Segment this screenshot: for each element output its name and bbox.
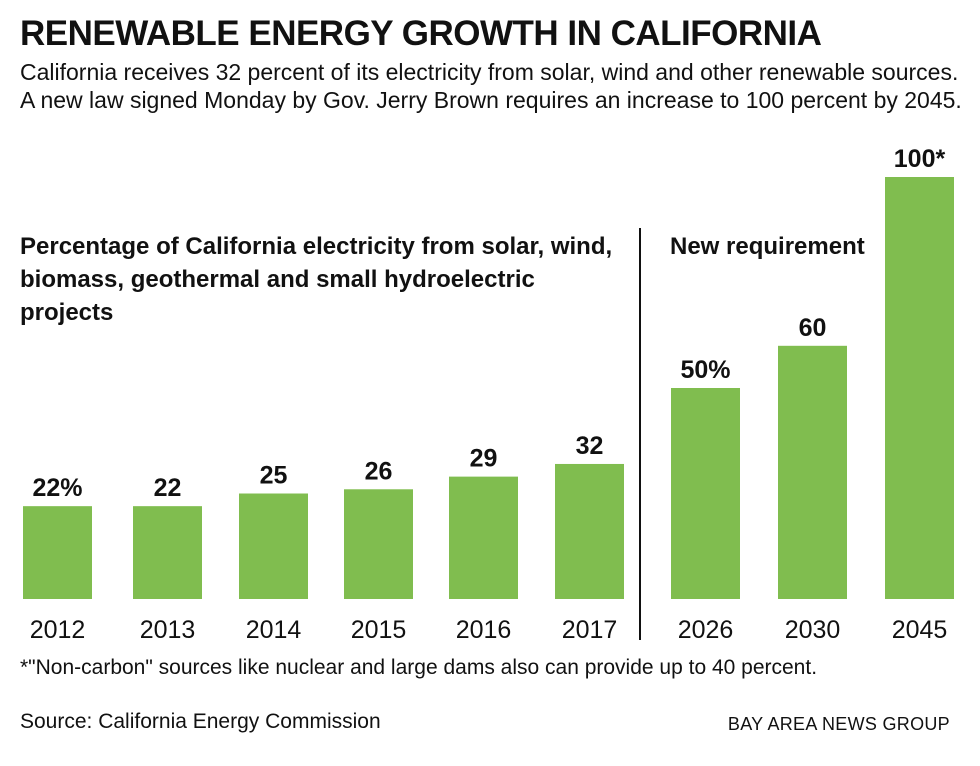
chart-subtitle: California receives 32 percent of its el… bbox=[20, 59, 962, 113]
credit: BAY AREA NEWS GROUP bbox=[727, 714, 950, 734]
data-label-2014: 25 bbox=[260, 462, 288, 490]
bar-2012 bbox=[23, 506, 92, 599]
x-tick-label-2015: 2015 bbox=[351, 616, 407, 644]
data-label-2017: 32 bbox=[576, 432, 604, 460]
x-tick-label-2017: 2017 bbox=[562, 616, 618, 644]
data-label-2013: 22 bbox=[154, 474, 182, 502]
chart-title: RENEWABLE ENERGY GROWTH IN CALIFORNIA bbox=[20, 14, 822, 53]
bar-2016 bbox=[449, 476, 518, 599]
data-label-2026: 50% bbox=[680, 356, 730, 384]
x-tick-label-2030: 2030 bbox=[785, 616, 841, 644]
bar-2014 bbox=[239, 493, 308, 599]
data-label-2015: 26 bbox=[365, 457, 393, 485]
x-tick-label-2026: 2026 bbox=[678, 616, 734, 644]
x-tick-label-2012: 2012 bbox=[30, 616, 86, 644]
data-label-2012: 22% bbox=[32, 474, 82, 502]
requirement-group-label: New requirement bbox=[670, 233, 865, 260]
bar-2045 bbox=[885, 177, 954, 599]
data-label-2030: 60 bbox=[799, 314, 827, 342]
data-label-2016: 29 bbox=[470, 445, 498, 473]
x-tick-label-2016: 2016 bbox=[456, 616, 512, 644]
bar-2017 bbox=[555, 463, 624, 599]
bar-2026 bbox=[671, 388, 740, 599]
x-tick-label-2014: 2014 bbox=[246, 616, 302, 644]
data-label-2045: 100* bbox=[894, 145, 946, 173]
footnote: *"Non-carbon" sources like nuclear and l… bbox=[20, 656, 818, 679]
x-tick-label-2045: 2045 bbox=[892, 616, 948, 644]
bar-2030 bbox=[778, 345, 847, 599]
historical-group-label: Percentage of California electricity fro… bbox=[20, 233, 613, 326]
bar-2013 bbox=[133, 506, 202, 599]
bar-2015 bbox=[344, 489, 413, 599]
x-tick-label-2013: 2013 bbox=[140, 616, 196, 644]
source-note: Source: California Energy Commission bbox=[20, 710, 381, 733]
